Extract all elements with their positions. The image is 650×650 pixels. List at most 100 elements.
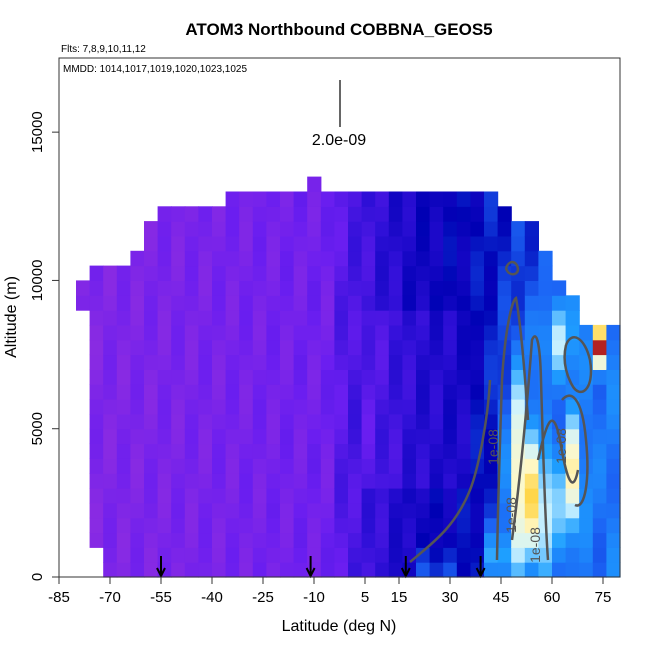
heatmap-cell bbox=[497, 280, 512, 296]
heatmap-cell bbox=[484, 562, 499, 578]
heatmap-cell bbox=[388, 235, 403, 252]
heatmap-cell bbox=[212, 473, 227, 489]
heatmap-cell bbox=[470, 384, 485, 400]
heatmap-cell bbox=[144, 488, 159, 504]
x-tick-label: 75 bbox=[595, 589, 612, 606]
heatmap-cell bbox=[320, 354, 335, 370]
heatmap-cell bbox=[184, 235, 199, 252]
heatmap-cell bbox=[130, 310, 145, 326]
plot-frame bbox=[58, 57, 621, 578]
heatmap-cell bbox=[538, 562, 553, 578]
heatmap-cell bbox=[456, 532, 471, 548]
heatmap-cell bbox=[307, 384, 322, 400]
heatmap-cell bbox=[334, 354, 349, 370]
heatmap-cell bbox=[198, 384, 213, 400]
heatmap-cell bbox=[280, 206, 295, 222]
heatmap-cell bbox=[157, 354, 172, 370]
heatmap-cell bbox=[361, 354, 376, 370]
heatmap-cell bbox=[130, 488, 145, 504]
heatmap-cell bbox=[103, 458, 118, 474]
heatmap-cell bbox=[320, 339, 335, 356]
heatmap-cell bbox=[484, 295, 499, 311]
heatmap-cell bbox=[225, 384, 240, 400]
heatmap-cell bbox=[266, 354, 281, 370]
heatmap-cell bbox=[157, 428, 172, 445]
heatmap-cell bbox=[456, 221, 471, 237]
x-tick-label: -55 bbox=[150, 589, 172, 606]
heatmap-cell bbox=[320, 443, 335, 459]
heatmap-cell bbox=[266, 206, 281, 222]
heatmap-cell bbox=[334, 265, 349, 281]
heatmap-cell bbox=[320, 473, 335, 489]
heatmap-cell bbox=[307, 413, 322, 430]
heatmap-cell bbox=[89, 265, 104, 281]
heatmap-cell bbox=[579, 562, 594, 578]
heatmap-cell bbox=[103, 428, 118, 445]
heatmap-cell bbox=[212, 502, 227, 519]
heatmap-cell bbox=[565, 532, 580, 548]
heatmap-cell bbox=[592, 443, 607, 459]
heatmap-cell bbox=[456, 295, 471, 311]
heatmap-cell bbox=[266, 413, 281, 430]
heatmap-cell bbox=[429, 280, 444, 296]
heatmap-cell bbox=[416, 339, 431, 356]
y-tick-label: 10000 bbox=[29, 260, 46, 302]
heatmap-cell bbox=[212, 384, 227, 400]
heatmap-cell bbox=[334, 517, 349, 534]
heatmap-cell bbox=[89, 295, 104, 311]
heatmap-cell bbox=[334, 206, 349, 222]
x-tick-label: -85 bbox=[48, 589, 70, 606]
heatmap-cell bbox=[212, 517, 227, 534]
flights-subtitle: Flts: 7,8,9,10,11,12 bbox=[61, 44, 146, 55]
heatmap-cell bbox=[103, 265, 118, 281]
heatmap-cell bbox=[429, 502, 444, 519]
y-tick-label: 5000 bbox=[29, 412, 46, 445]
heatmap-cell bbox=[348, 235, 363, 252]
heatmap-cell bbox=[198, 399, 213, 415]
heatmap-cell bbox=[388, 488, 403, 504]
heatmap-cell bbox=[144, 443, 159, 459]
heatmap-cell bbox=[552, 369, 567, 385]
heatmap-cell bbox=[334, 369, 349, 385]
heatmap-cell bbox=[144, 502, 159, 519]
heatmap-cell bbox=[470, 369, 485, 385]
x-tick-label: -70 bbox=[99, 589, 121, 606]
heatmap-cell bbox=[184, 473, 199, 489]
heatmap-cell bbox=[239, 221, 254, 237]
heatmap-cell bbox=[524, 310, 539, 326]
heatmap-cell bbox=[225, 250, 240, 267]
heatmap-cell bbox=[429, 443, 444, 459]
heatmap-cell bbox=[402, 473, 417, 489]
heatmap-cell bbox=[103, 488, 118, 504]
heatmap-cell bbox=[225, 517, 240, 534]
heatmap-cell bbox=[171, 488, 186, 504]
heatmap-cell bbox=[130, 458, 145, 474]
heatmap-cell bbox=[361, 221, 376, 237]
heatmap-cell bbox=[538, 310, 553, 326]
heatmap-cell bbox=[592, 473, 607, 489]
heatmap-cell bbox=[130, 324, 145, 341]
heatmap-cell bbox=[280, 295, 295, 311]
heatmap-cell bbox=[470, 488, 485, 504]
heatmap-cell bbox=[361, 517, 376, 534]
heatmap-cell bbox=[266, 562, 281, 578]
heatmap-cell bbox=[266, 399, 281, 415]
heatmap-cell bbox=[239, 235, 254, 252]
heatmap-cell bbox=[402, 517, 417, 534]
heatmap-cell bbox=[320, 250, 335, 267]
heatmap-cell bbox=[307, 265, 322, 281]
heatmap-cell bbox=[606, 473, 621, 489]
heatmap-cell bbox=[497, 384, 512, 400]
heatmap-cell bbox=[212, 354, 227, 370]
scale-bar: 2.0e-09 bbox=[312, 80, 366, 149]
heatmap-cell bbox=[266, 458, 281, 474]
heatmap-cell bbox=[184, 339, 199, 356]
heatmap-cell bbox=[157, 532, 172, 548]
heatmap-cell bbox=[361, 473, 376, 489]
heatmap-cell bbox=[470, 235, 485, 252]
heatmap-cell bbox=[361, 250, 376, 267]
y-axis-label: Altitude (m) bbox=[3, 276, 20, 358]
heatmap-cell bbox=[184, 221, 199, 237]
heatmap-cell bbox=[293, 413, 308, 430]
heatmap-cell bbox=[524, 443, 539, 459]
